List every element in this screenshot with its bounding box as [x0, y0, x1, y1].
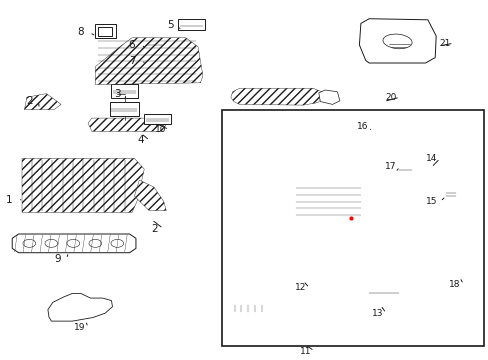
Bar	[397, 163, 412, 174]
Polygon shape	[22, 158, 144, 212]
Text: 10: 10	[154, 125, 166, 134]
Text: 21: 21	[438, 39, 450, 48]
Polygon shape	[233, 275, 306, 311]
Polygon shape	[224, 204, 267, 217]
Text: 1: 1	[5, 195, 12, 205]
Text: 2: 2	[26, 96, 33, 106]
Polygon shape	[12, 234, 136, 253]
Bar	[222, 110, 483, 346]
Polygon shape	[365, 121, 390, 133]
Ellipse shape	[382, 34, 411, 49]
Polygon shape	[234, 163, 271, 173]
Ellipse shape	[23, 239, 36, 247]
Text: 13: 13	[371, 309, 383, 318]
Polygon shape	[48, 293, 112, 321]
Text: 12: 12	[294, 284, 306, 292]
Bar	[144, 40, 163, 48]
Polygon shape	[292, 184, 364, 218]
Polygon shape	[24, 94, 61, 110]
Text: 2: 2	[151, 224, 158, 234]
Polygon shape	[95, 38, 203, 85]
Text: 17: 17	[385, 162, 396, 171]
Polygon shape	[452, 238, 468, 278]
Text: 5: 5	[166, 20, 173, 30]
Text: 11: 11	[299, 346, 311, 356]
Bar	[233, 305, 264, 312]
Ellipse shape	[45, 239, 58, 247]
Text: 6: 6	[128, 40, 135, 50]
Polygon shape	[229, 236, 365, 275]
Text: 20: 20	[385, 93, 396, 102]
Text: 4: 4	[137, 135, 144, 145]
Text: 7: 7	[128, 56, 135, 66]
Polygon shape	[364, 284, 401, 304]
Ellipse shape	[67, 239, 80, 247]
Polygon shape	[230, 88, 322, 105]
Polygon shape	[359, 19, 435, 63]
Text: 8: 8	[77, 27, 84, 37]
Bar	[110, 102, 139, 116]
Text: 9: 9	[54, 254, 61, 264]
Ellipse shape	[89, 239, 102, 247]
Text: 15: 15	[425, 197, 436, 206]
Polygon shape	[144, 58, 162, 63]
Bar	[178, 19, 205, 30]
Text: 16: 16	[356, 122, 368, 131]
Ellipse shape	[111, 239, 123, 247]
Polygon shape	[234, 148, 263, 158]
Polygon shape	[134, 180, 166, 211]
Text: 19: 19	[73, 323, 85, 332]
Bar	[111, 84, 138, 98]
Polygon shape	[224, 224, 251, 236]
Bar	[144, 114, 171, 124]
Text: 18: 18	[448, 280, 460, 289]
Polygon shape	[442, 176, 458, 211]
Bar	[95, 24, 116, 38]
Polygon shape	[224, 182, 271, 194]
Text: 3: 3	[114, 89, 121, 99]
Polygon shape	[318, 90, 339, 104]
Text: 14: 14	[425, 154, 436, 163]
Bar	[98, 27, 112, 36]
Polygon shape	[421, 154, 443, 171]
Polygon shape	[88, 118, 165, 131]
